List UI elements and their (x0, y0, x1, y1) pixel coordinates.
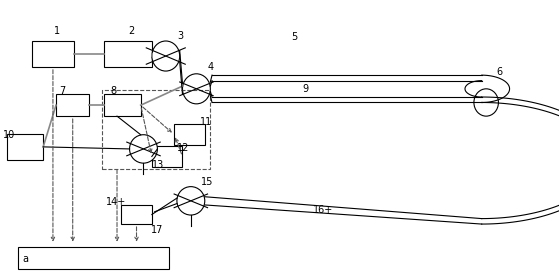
Bar (7, 134, 43, 160)
Text: 13: 13 (152, 160, 164, 170)
Ellipse shape (474, 89, 498, 116)
Text: 14+: 14+ (106, 197, 127, 207)
Text: 12: 12 (177, 143, 189, 153)
Text: 7: 7 (59, 86, 66, 96)
Text: 16+: 16+ (314, 205, 334, 215)
Bar (105, 41, 152, 67)
Bar (102, 90, 211, 169)
Text: 9: 9 (302, 84, 309, 94)
Text: 1: 1 (54, 26, 60, 36)
Text: 17: 17 (151, 225, 163, 235)
Bar (56, 94, 90, 116)
Bar (152, 146, 183, 167)
Text: a: a (22, 254, 28, 264)
Ellipse shape (177, 187, 205, 215)
Bar (105, 94, 141, 116)
Text: 5: 5 (291, 32, 297, 42)
Text: 8: 8 (111, 86, 116, 96)
Text: 3: 3 (177, 31, 183, 41)
Text: 10: 10 (3, 130, 15, 140)
Text: 4: 4 (208, 62, 214, 72)
Text: 11: 11 (200, 116, 212, 127)
Bar (121, 205, 152, 224)
Text: 15: 15 (201, 177, 213, 187)
Ellipse shape (183, 74, 211, 104)
Ellipse shape (129, 135, 157, 163)
Ellipse shape (152, 41, 180, 71)
Bar (32, 41, 74, 67)
Text: 2: 2 (128, 26, 135, 36)
Bar (18, 247, 169, 269)
Text: 6: 6 (496, 67, 502, 78)
Bar (174, 124, 205, 145)
